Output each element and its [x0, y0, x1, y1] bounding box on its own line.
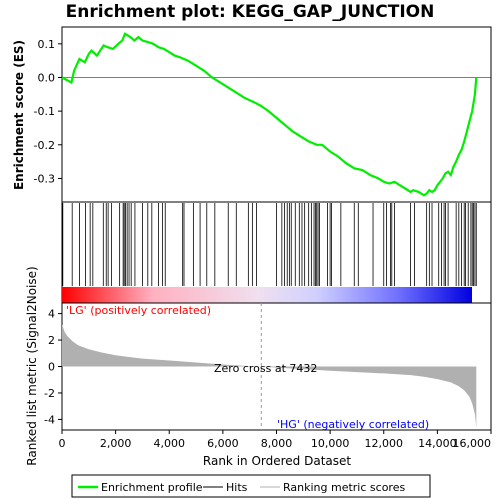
positive-correlation-label: 'LG' (positively correlated) [66, 304, 211, 317]
metric-y-axis-label: Ranked list metric (Signal2Noise) [25, 266, 39, 465]
rank-gradient-bar [62, 287, 472, 303]
hit-markers [62, 203, 477, 286]
x-tick-label: 16,000 [453, 437, 492, 450]
metric-y-ticks: 4 2 0 -2 -4 [44, 308, 62, 426]
es-panel-frame [61, 26, 492, 203]
x-axis-ticks: 0 2,000 4,000 6,000 8,000 10,000 12,000 14,0001… [59, 430, 492, 450]
x-tick-label: 8,000 [261, 437, 293, 450]
legend-hits-label: Hits [226, 481, 248, 494]
chart-title: Enrichment plot: KEGG_GAP_JUNCTION [66, 2, 435, 22]
es-y-tick-label: 0.1 [38, 38, 56, 51]
legend-metric-label: Ranking metric scores [283, 481, 405, 494]
es-y-tick-label: -0.2 [34, 139, 55, 152]
metric-y-tick-label: 0 [48, 361, 55, 374]
x-tick-label: 0 [59, 437, 66, 450]
negative-correlation-label: 'HG' (negatively correlated) [277, 418, 429, 431]
es-y-ticks: 0.1 0.0 -0.1 -0.2 -0.3 [34, 38, 62, 185]
metric-y-tick-label: -4 [44, 413, 55, 426]
x-tick-label: 4,000 [154, 437, 186, 450]
enrichment-profile-line [61, 32, 478, 197]
x-tick-label: 2,000 [100, 437, 132, 450]
x-tick-label: 10,000 [311, 437, 350, 450]
metric-y-tick-label: 2 [48, 334, 55, 347]
metric-panel: 4 2 0 -2 -4 Zero cross at 7432 'LG' (positiv… [25, 266, 492, 466]
x-tick-label: 6,000 [207, 437, 239, 450]
hits-panel [61, 201, 492, 304]
es-y-tick-label: -0.1 [34, 105, 55, 118]
es-y-tick-label: 0.0 [38, 71, 56, 84]
es-y-tick-label: -0.3 [34, 172, 55, 185]
legend-enrichment-label: Enrichment profile [101, 481, 203, 494]
metric-y-tick-label: 4 [48, 308, 55, 321]
legend-box [71, 474, 431, 498]
es-panel: 0.1 0.0 -0.1 -0.2 -0.3 Enrichment score (ES) [12, 26, 492, 203]
zero-cross-label: Zero cross at 7432 [214, 362, 317, 375]
x-axis-label: Rank in Ordered Dataset [203, 454, 351, 468]
es-y-axis-label: Enrichment score (ES) [12, 40, 26, 190]
legend: Enrichment profile Hits Ranking metric s… [71, 474, 431, 498]
x-tick-label: 12,000 [365, 437, 404, 450]
metric-y-tick-label: -2 [44, 387, 55, 400]
x-tick-label: 14,000 [418, 437, 457, 450]
